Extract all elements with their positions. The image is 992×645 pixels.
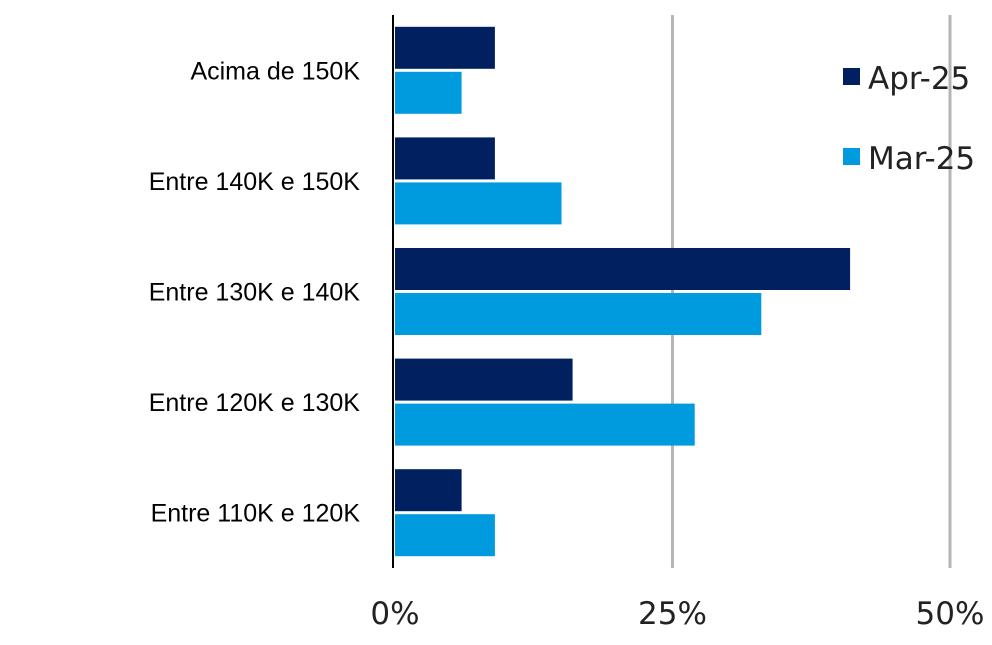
legend-label-0: Apr-25	[868, 61, 970, 97]
bar-Apr-25-0	[395, 26, 495, 69]
category-label-2: Entre 130K e 140K	[149, 279, 361, 307]
bars	[395, 26, 851, 557]
x-tick-labels: 0% 25% 50%	[370, 596, 984, 632]
x-tick-label-0: 0%	[370, 596, 419, 632]
bar-Mar-25-2	[395, 293, 762, 335]
bar-Apr-25-4	[395, 469, 462, 512]
category-label-4: Entre 110K e 120K	[151, 500, 361, 528]
x-tick-label-1: 25%	[638, 596, 707, 632]
bar-Apr-25-3	[395, 358, 573, 401]
category-label-0: Acima de 150K	[190, 57, 360, 85]
legend: Apr-25 Mar-25	[843, 61, 975, 177]
bar-Apr-25-1	[395, 137, 495, 180]
bar-Mar-25-3	[395, 403, 695, 446]
bar-Mar-25-1	[395, 182, 562, 225]
x-tick-label-2: 50%	[916, 596, 985, 632]
legend-label-1: Mar-25	[868, 141, 975, 177]
category-label-3: Entre 120K e 130K	[149, 389, 361, 417]
category-labels: Acima de 150K Entre 140K e 150K Entre 130K…	[149, 57, 361, 527]
legend-swatch-1	[843, 148, 860, 165]
gridlines	[671, 15, 952, 568]
bar-Apr-25-2	[395, 248, 851, 290]
bar-Mar-25-4	[395, 514, 495, 557]
legend-swatch-0	[843, 68, 860, 85]
bar-Mar-25-0	[395, 71, 462, 114]
category-label-1: Entre 140K e 150K	[149, 168, 361, 196]
